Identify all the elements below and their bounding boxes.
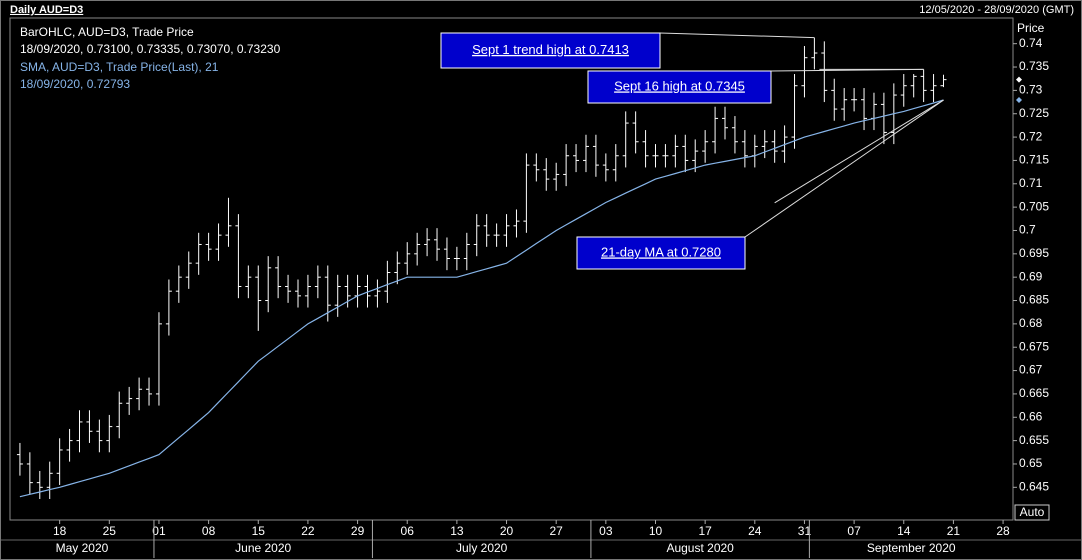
x-tick-label: 20 <box>500 524 514 538</box>
y-tick-label: 0.74 <box>1019 36 1043 50</box>
month-label: August 2020 <box>666 541 734 555</box>
legend-entry: SMA, AUD=D3, Trade Price(Last), 21 <box>20 60 219 74</box>
y-tick-label: 0.675 <box>1019 339 1049 353</box>
y-tick-label: 0.685 <box>1019 293 1049 307</box>
x-tick-label: 18 <box>53 524 67 538</box>
x-tick-label: 21 <box>947 524 961 538</box>
x-tick-label: 08 <box>202 524 216 538</box>
annotation-text: Sept 1 trend high at 0.7413 <box>472 42 629 57</box>
y-tick-label: 0.725 <box>1019 106 1049 120</box>
y-tick-label: 0.69 <box>1019 269 1043 283</box>
y-tick-label: 0.68 <box>1019 316 1043 330</box>
annotation-text: Sept 16 high at 0.7345 <box>614 78 745 93</box>
x-tick-label: 15 <box>252 524 266 538</box>
annotation-text: 21-day MA at 0.7280 <box>601 244 721 259</box>
month-label: May 2020 <box>56 541 109 555</box>
x-tick-label: 25 <box>103 524 117 538</box>
annotation-box <box>576 236 746 270</box>
last-value-marker <box>1016 97 1022 104</box>
trend-line <box>774 99 944 204</box>
x-tick-label: 01 <box>152 524 166 538</box>
y-tick-label: 0.695 <box>1019 246 1049 260</box>
date-range: 12/05/2020 - 28/09/2020 (GMT) <box>919 4 1074 16</box>
legend-entry: 18/09/2020, 0.73100, 0.73335, 0.73070, 0… <box>20 42 281 56</box>
x-tick-label: 06 <box>401 524 415 538</box>
sma-line <box>19 99 944 498</box>
x-tick-label: 13 <box>450 524 464 538</box>
legend-entry: BarOHLC, AUD=D3, Trade Price <box>20 25 194 39</box>
y-tick-label: 0.665 <box>1019 386 1049 400</box>
plot-area <box>9 17 1014 521</box>
x-tick-label: 17 <box>698 524 712 538</box>
annotation-connector <box>659 32 815 39</box>
auto-button[interactable] <box>1014 504 1050 521</box>
x-tick-label: 10 <box>649 524 663 538</box>
y-tick-label: 0.67 <box>1019 363 1043 377</box>
y-tick-label: 0.705 <box>1019 199 1049 213</box>
y-tick-label: 0.66 <box>1019 409 1043 423</box>
y-tick-label: 0.71 <box>1019 176 1043 190</box>
legend-entry: 18/09/2020, 0.72793 <box>20 77 130 91</box>
x-tick-label: 31 <box>798 524 812 538</box>
last-value-marker <box>1016 76 1022 83</box>
y-tick-label: 0.715 <box>1019 153 1049 167</box>
x-tick-label: 22 <box>301 524 315 538</box>
x-tick-label: 29 <box>351 524 365 538</box>
y-tick-label: 0.73 <box>1019 83 1043 97</box>
x-tick-label: 28 <box>996 524 1010 538</box>
y-axis-label: Price <box>1017 21 1045 35</box>
auto-button-label[interactable]: Auto <box>1020 505 1045 519</box>
y-tick-label: 0.72 <box>1019 129 1043 143</box>
y-tick-label: 0.645 <box>1019 479 1049 493</box>
chart-title: Daily AUD=D3 <box>10 4 83 16</box>
y-tick-label: 0.655 <box>1019 433 1049 447</box>
x-tick-label: 03 <box>599 524 613 538</box>
x-tick-label: 07 <box>847 524 861 538</box>
month-label: September 2020 <box>867 541 956 555</box>
y-tick-label: 0.735 <box>1019 59 1049 73</box>
annotation-box <box>440 32 661 69</box>
y-tick-label: 0.65 <box>1019 456 1043 470</box>
x-tick-label: 27 <box>550 524 564 538</box>
month-label: June 2020 <box>235 541 291 555</box>
y-tick-label: 0.7 <box>1019 223 1036 237</box>
month-label: July 2020 <box>456 541 508 555</box>
x-tick-label: 14 <box>897 524 911 538</box>
x-tick-label: 24 <box>748 524 762 538</box>
annotation-connector <box>744 99 944 238</box>
annotation-box <box>587 70 772 104</box>
annotation-connector <box>770 68 924 72</box>
